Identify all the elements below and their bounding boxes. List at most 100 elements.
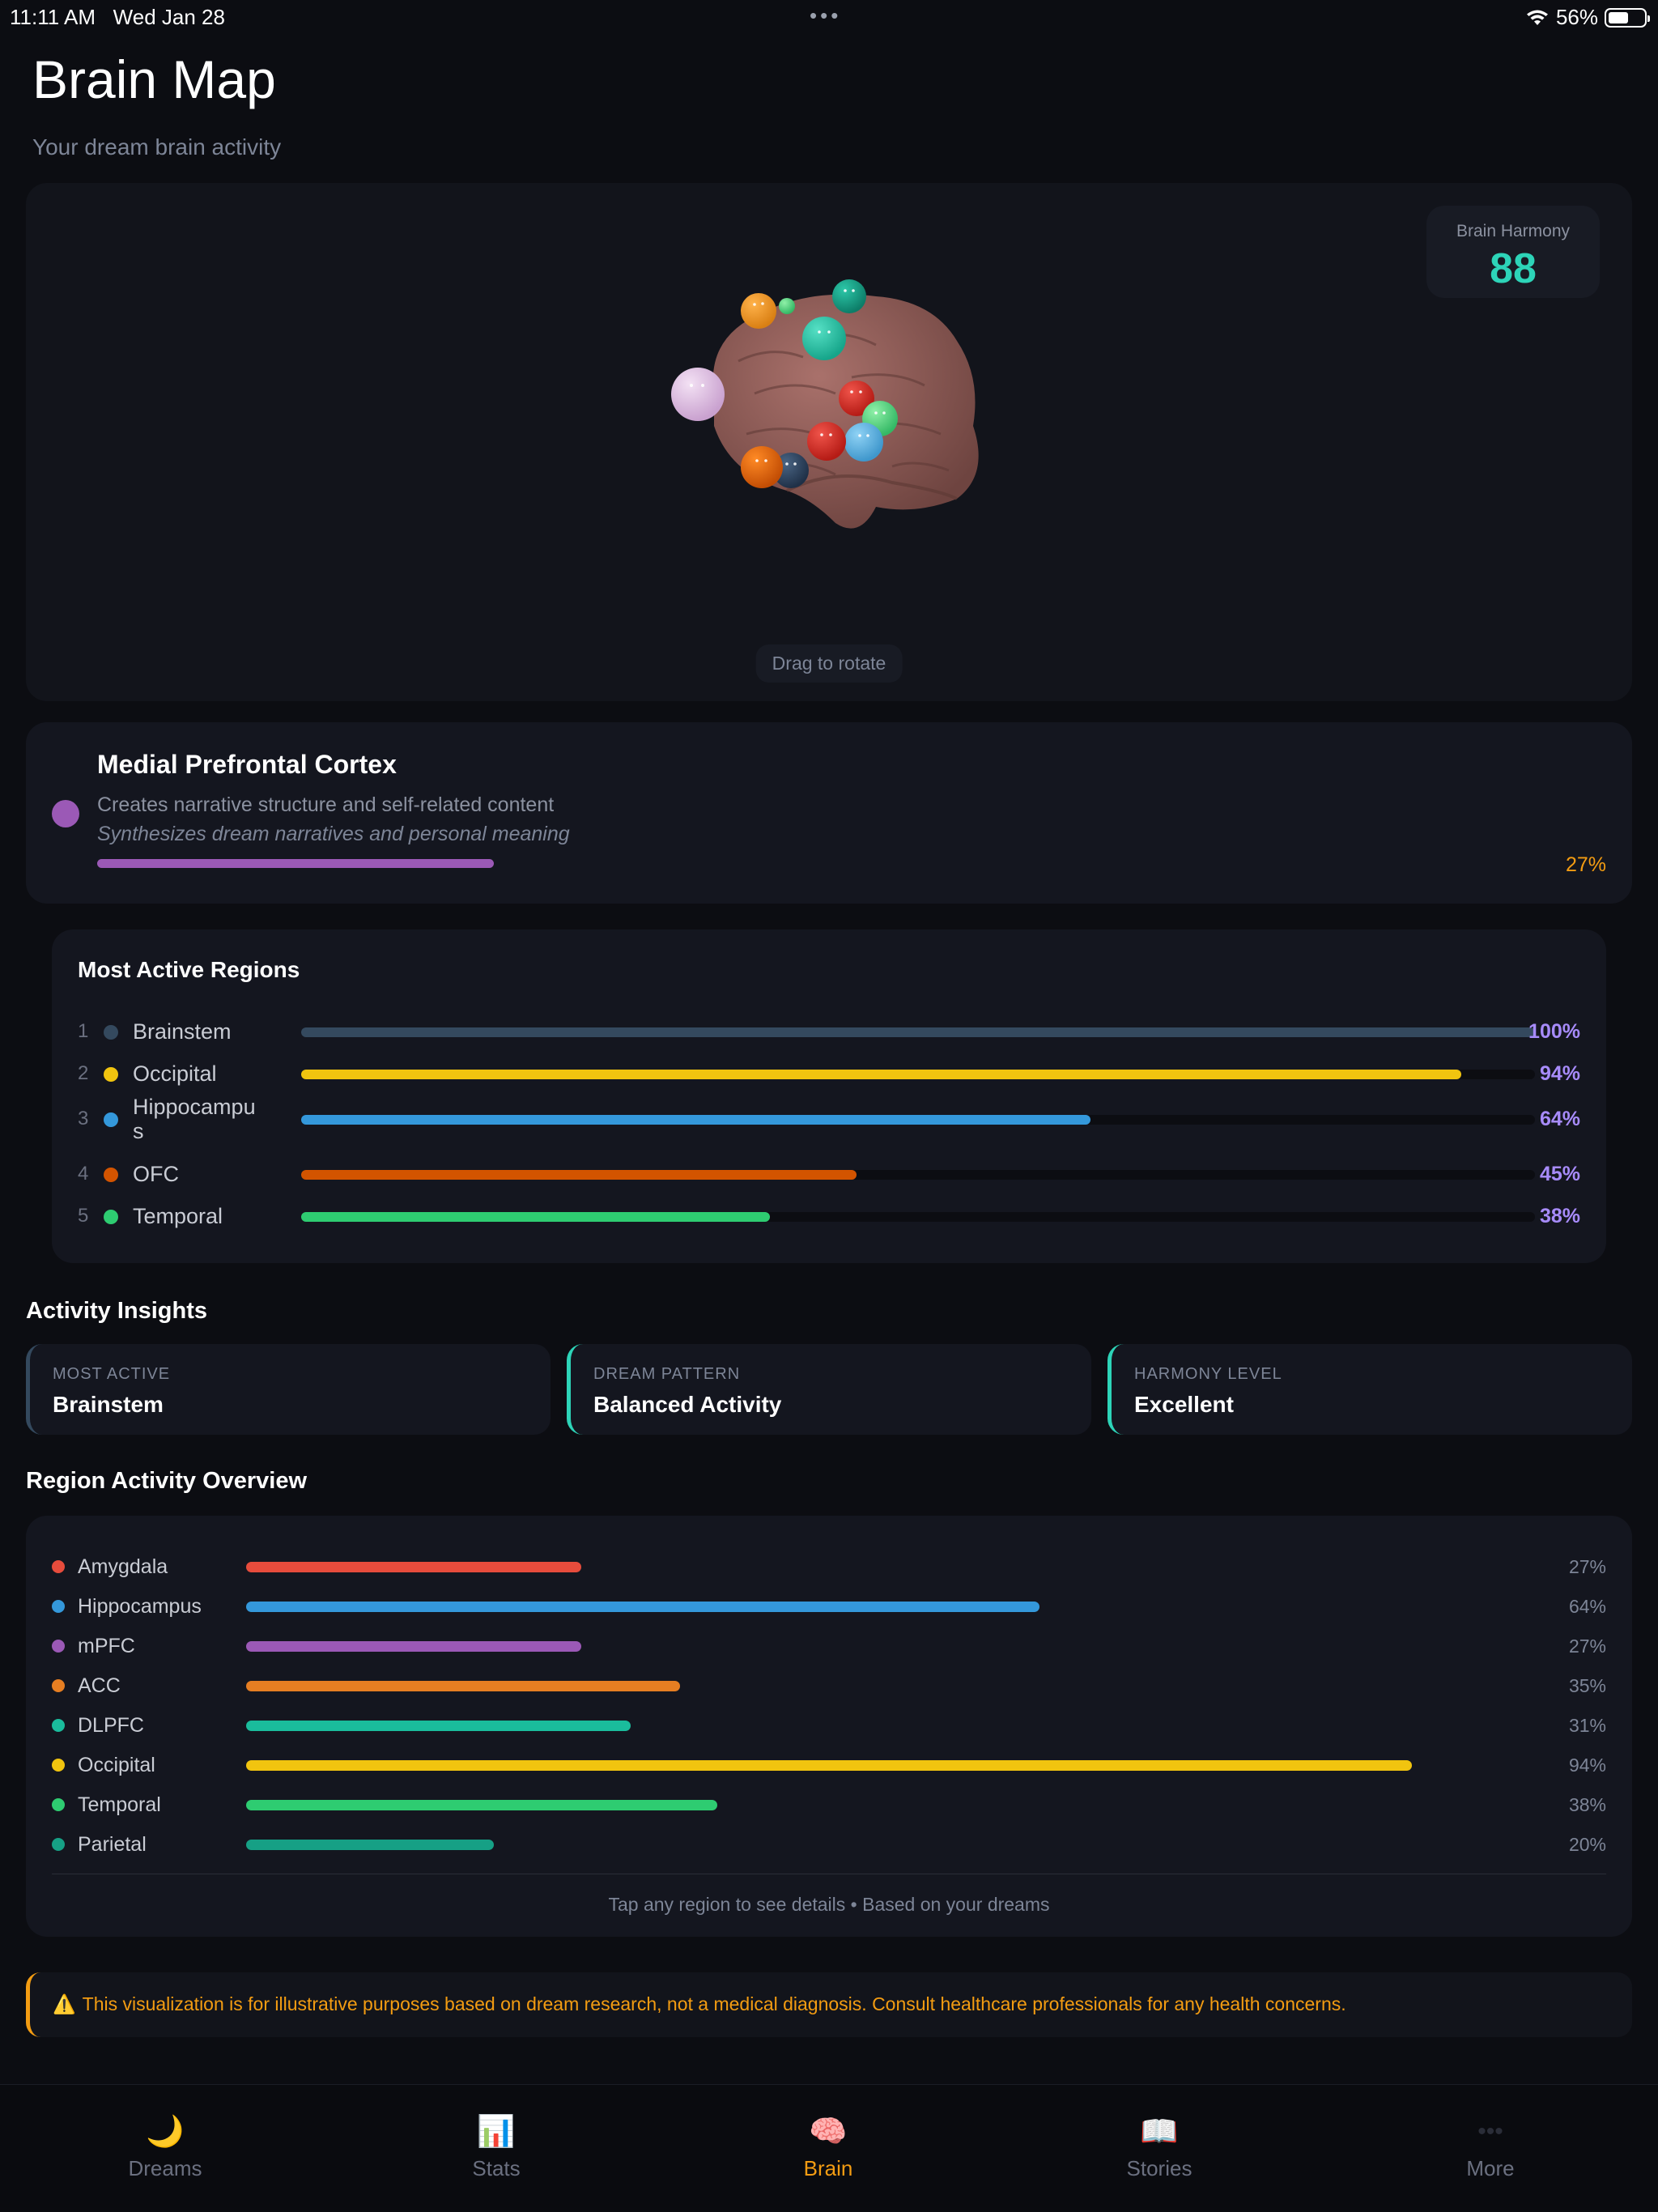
tab-label: Brain bbox=[803, 2156, 853, 2180]
most-active-title: Most Active Regions bbox=[78, 957, 300, 982]
disclaimer-text: This visualization is for illustrative p… bbox=[82, 1993, 1346, 2014]
overview-label: Occipital bbox=[78, 1754, 155, 1776]
rank-row[interactable]: 1 Brainstem 100% bbox=[78, 1014, 1580, 1049]
rank-label: Brainstem bbox=[133, 1019, 232, 1044]
region-overview-title: Region Activity Overview bbox=[26, 1468, 308, 1494]
tab-label: Stats bbox=[472, 2156, 521, 2180]
rank-color-dot bbox=[104, 1067, 118, 1082]
overview-label: mPFC bbox=[78, 1635, 135, 1657]
selected-region-card[interactable]: Medial Prefrontal Cortex Creates narrati… bbox=[26, 722, 1632, 904]
warning-icon: ⚠️ bbox=[53, 1993, 76, 2014]
overview-percent: 27% bbox=[1568, 1556, 1606, 1577]
rank-bar-fill bbox=[301, 1027, 1535, 1037]
tab-more[interactable]: ••• More bbox=[1409, 2114, 1571, 2181]
rank-percent: 94% bbox=[1539, 1062, 1580, 1085]
tab-stats[interactable]: 📊 Stats bbox=[415, 2114, 577, 2181]
tab-label: Dreams bbox=[128, 2156, 202, 2180]
rank-row[interactable]: 4 OFC 45% bbox=[78, 1156, 1580, 1192]
rank-label: Temporal bbox=[133, 1204, 223, 1228]
tab-brain[interactable]: 🧠 Brain bbox=[747, 2114, 909, 2181]
rank-bar-track bbox=[301, 1070, 1535, 1079]
region-activity-percent: 27% bbox=[1565, 853, 1606, 876]
overview-bar-track bbox=[246, 1681, 1486, 1691]
overview-bar-fill bbox=[246, 1800, 718, 1810]
insight-card[interactable]: MOST ACTIVE Brainstem bbox=[26, 1344, 551, 1435]
overview-percent: 27% bbox=[1568, 1636, 1606, 1657]
overview-footer: Tap any region to see details • Based on… bbox=[608, 1894, 1050, 1915]
rank-color-dot bbox=[104, 1112, 118, 1127]
rank-color-dot bbox=[104, 1210, 118, 1224]
region-description: Creates narrative structure and self-rel… bbox=[97, 793, 555, 816]
activity-insights-title: Activity Insights bbox=[26, 1298, 207, 1324]
insight-card[interactable]: DREAM PATTERN Balanced Activity bbox=[567, 1344, 1091, 1435]
rank-number: 1 bbox=[78, 1020, 89, 1042]
rank-row[interactable]: 3 Hippocampus 64% bbox=[78, 1095, 1580, 1143]
brain-harmony-badge: Brain Harmony 88 bbox=[1426, 206, 1600, 298]
rank-label: Occipital bbox=[133, 1061, 217, 1086]
drag-to-rotate-hint: Drag to rotate bbox=[755, 644, 903, 683]
rank-row[interactable]: 5 Temporal 38% bbox=[78, 1198, 1580, 1234]
overview-row[interactable]: DLPFC 31% bbox=[52, 1708, 1606, 1741]
rank-percent: 45% bbox=[1539, 1163, 1580, 1185]
rank-bar-track bbox=[301, 1115, 1535, 1125]
overview-row[interactable]: Amygdala 27% bbox=[52, 1550, 1606, 1582]
tab-label: More bbox=[1466, 2156, 1515, 2180]
overview-label: Temporal bbox=[78, 1793, 161, 1816]
rank-bar-fill bbox=[301, 1070, 1461, 1079]
tab-label: Stories bbox=[1126, 2156, 1192, 2180]
overview-row[interactable]: Temporal 38% bbox=[52, 1788, 1606, 1820]
overview-bar-fill bbox=[246, 1760, 1413, 1771]
overview-row[interactable]: Occipital 94% bbox=[52, 1748, 1606, 1780]
overview-bar-fill bbox=[246, 1681, 681, 1691]
overview-row[interactable]: Hippocampus 64% bbox=[52, 1589, 1606, 1622]
rank-color-dot bbox=[104, 1168, 118, 1182]
overview-label: Amygdala bbox=[78, 1555, 168, 1578]
overview-percent: 94% bbox=[1568, 1755, 1606, 1776]
rank-row[interactable]: 2 Occipital 94% bbox=[78, 1056, 1580, 1091]
overview-percent: 38% bbox=[1568, 1794, 1606, 1815]
crescent-moon-icon: 🌙 bbox=[146, 2115, 185, 2149]
rank-label: OFC bbox=[133, 1162, 179, 1186]
medical-disclaimer: ⚠️ This visualization is for illustrative… bbox=[26, 1972, 1632, 2037]
most-active-regions-card: Most Active Regions 1 Brainstem 100% 2 Occip… bbox=[52, 929, 1606, 1263]
overview-label: DLPFC bbox=[78, 1714, 144, 1737]
overview-color-dot bbox=[52, 1640, 65, 1653]
overview-label: Parietal bbox=[78, 1833, 147, 1856]
brain-3d-viewer[interactable]: Brain Harmony 88 bbox=[26, 183, 1632, 701]
region-overview-card: Amygdala 27% Hippocampus 64% mPFC 27% ACC 35% DL… bbox=[26, 1516, 1632, 1937]
region-role: Synthesizes dream narratives and persona… bbox=[97, 823, 570, 845]
rank-number: 4 bbox=[78, 1163, 89, 1185]
status-indicators: 56% bbox=[1525, 5, 1650, 30]
status-bar: 11:11 AM Wed Jan 28 ••• 56% bbox=[0, 0, 1658, 32]
wifi-icon bbox=[1526, 10, 1548, 25]
insight-label: HARMONY LEVEL bbox=[1134, 1365, 1282, 1383]
tab-bar: 🌙 Dreams 📊 Stats 🧠 Brain 📖 Stories ••• More bbox=[0, 2084, 1658, 2212]
battery-percent: 56% bbox=[1555, 5, 1598, 29]
battery-icon bbox=[1605, 7, 1650, 28]
overview-bar-track bbox=[246, 1721, 1486, 1731]
tab-dreams[interactable]: 🌙 Dreams bbox=[84, 2114, 246, 2181]
insight-card[interactable]: HARMONY LEVEL Excellent bbox=[1107, 1344, 1632, 1435]
rank-number: 5 bbox=[78, 1205, 89, 1227]
rank-bar-fill bbox=[301, 1170, 857, 1180]
bar-chart-icon: 📊 bbox=[477, 2115, 516, 2149]
overview-row[interactable]: ACC 35% bbox=[52, 1669, 1606, 1701]
overview-row[interactable]: mPFC 27% bbox=[52, 1629, 1606, 1661]
brain-model[interactable] bbox=[649, 264, 1046, 612]
overview-bar-fill bbox=[246, 1562, 581, 1572]
rank-bar-track bbox=[301, 1212, 1535, 1222]
overview-row[interactable]: Parietal 20% bbox=[52, 1827, 1606, 1860]
overview-color-dot bbox=[52, 1838, 65, 1851]
region-activity-bar bbox=[97, 859, 494, 868]
overview-bar-track bbox=[246, 1562, 1486, 1572]
rank-number: 2 bbox=[78, 1062, 89, 1084]
overview-percent: 20% bbox=[1568, 1834, 1606, 1855]
overview-bar-fill bbox=[246, 1602, 1040, 1612]
multitasking-dots-icon[interactable]: ••• bbox=[810, 3, 842, 28]
overview-bar-track bbox=[246, 1760, 1486, 1771]
tab-stories[interactable]: 📖 Stories bbox=[1078, 2114, 1240, 2181]
rank-percent: 38% bbox=[1539, 1205, 1580, 1227]
overview-bar-track bbox=[246, 1641, 1486, 1652]
overview-bar-fill bbox=[246, 1721, 631, 1731]
overview-color-dot bbox=[52, 1560, 65, 1573]
